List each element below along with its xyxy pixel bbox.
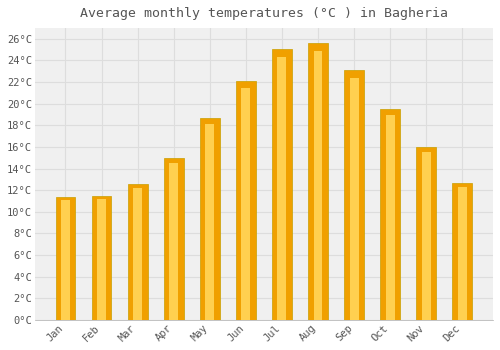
Bar [272,49,292,320]
Bar [416,147,436,320]
Bar [133,188,142,320]
Bar [200,118,220,320]
Bar [128,184,148,320]
Bar [242,88,250,320]
Bar [236,81,256,320]
Bar [61,201,70,320]
Bar [422,152,430,320]
Bar [452,183,472,320]
Bar [92,196,112,320]
Bar [308,43,328,320]
Bar [278,57,286,320]
Bar [314,51,322,320]
Bar [164,158,184,320]
Title: Average monthly temperatures (°C ) in Bagheria: Average monthly temperatures (°C ) in Ba… [80,7,448,20]
Bar [206,124,214,320]
Bar [458,187,467,320]
Bar [169,163,178,320]
Bar [344,70,364,320]
Bar [380,109,400,320]
Bar [56,197,76,320]
Bar [97,199,106,320]
Bar [386,116,394,320]
Bar [350,78,358,320]
